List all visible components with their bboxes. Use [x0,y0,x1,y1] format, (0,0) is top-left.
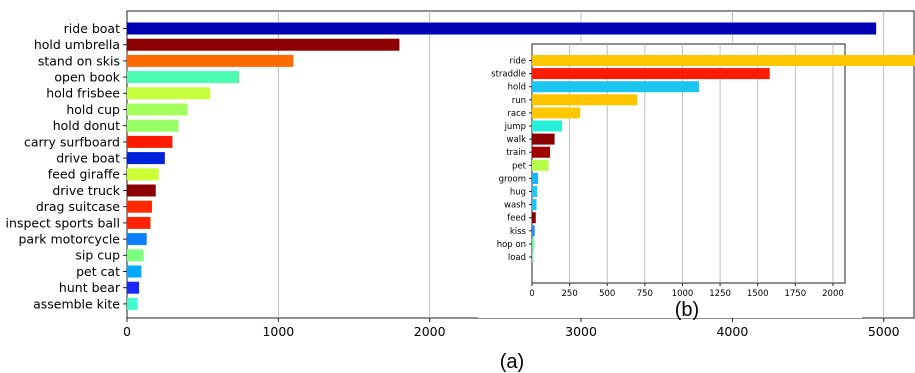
main-bar [127,200,152,213]
main-bar [127,168,159,181]
inset-bar [532,159,549,171]
main-category-label: hunt bear [59,280,121,295]
main-x-tick-label: 3000 [565,324,597,339]
inset-x-tick-label: 1750 [785,289,807,299]
inset-category-label: hop on [497,240,526,250]
main-category-label: hold frisbee [46,86,120,101]
main-x-tick-label: 1000 [262,324,294,339]
inset-x-axis: 0 250 500 750 1000 1250 1500 1750 2000 [529,283,844,299]
inset-bar [532,199,537,211]
main-bars [127,22,877,310]
main-bar [127,54,294,67]
inset-bar [532,146,551,158]
inset-bar [532,251,534,263]
main-bar [127,71,239,84]
main-category-label: inspect sports ball [6,215,120,230]
main-category-label: stand on skis [38,53,120,68]
main-category-label: sip cup [75,248,120,263]
main-bar [127,152,165,165]
main-caption: (a) [500,351,524,373]
main-x-tick-label: 2000 [414,324,446,339]
main-x-axis: 0 1000 2000 3000 4000 5000 [123,318,900,339]
inset-bar [532,238,535,250]
inset-bar [532,68,770,80]
inset-category-label: ride [510,56,526,66]
main-category-label: carry surfboard [24,134,120,149]
inset-x-tick-label: 750 [637,289,653,299]
inset-bar [532,120,563,132]
inset-bar [532,94,638,106]
main-category-label: open book [54,69,120,84]
inset-bar [532,212,536,224]
main-category-label: assemble kite [33,296,120,311]
inset-category-label: walk [507,135,527,145]
main-category-label: drive boat [56,150,120,165]
main-category-label: hold umbrella [34,37,120,52]
inset-x-tick-label: 1000 [672,289,694,299]
inset-category-label: jump [504,122,526,132]
inset-bar [532,186,538,197]
main-bar [127,184,156,197]
main-category-label: drag suitcase [36,199,120,214]
inset-bar [532,55,915,66]
main-category-label: ride boat [64,21,120,36]
inset-category-label: straddle [491,70,526,80]
main-bar [127,22,877,35]
inset-caption: (b) [675,299,699,321]
inset-category-label: kiss [510,227,527,237]
inset-category-labels: ride straddle hold run race jump walk train pet g… [491,56,532,263]
inset-bars [532,55,915,263]
inset-category-label: load [508,253,526,263]
main-x-tick-label: 0 [123,324,131,339]
inset-category-label: pet [512,161,527,171]
main-category-label: hold cup [66,102,120,117]
inset-category-label: run [512,96,526,106]
main-category-label: pet cat [76,264,120,279]
inset-category-label: wash [504,201,526,211]
inset-category-label: feed [507,214,526,224]
inset-bar [532,225,535,237]
main-bar [127,103,188,116]
main-category-label: park motorcycle [19,231,121,246]
main-bar [127,281,140,294]
inset-category-label: hold [508,83,526,93]
main-x-tick-label: 5000 [868,324,900,339]
inset-plot-frame [531,43,846,284]
inset-x-tick-label: 2000 [822,289,844,299]
inset-x-tick-label: 0 [529,289,534,299]
inset-x-tick-label: 1500 [747,289,769,299]
main-x-tick-label: 4000 [716,324,748,339]
main-bar [127,87,211,100]
main-category-label: feed giraffe [48,167,121,182]
main-bar [127,297,138,310]
inset-x-tick-label: 500 [599,289,615,299]
inset-chart: ride straddle hold run race jump walk train pet g… [478,42,915,321]
inset-category-label: hug [510,187,526,197]
main-bar [127,38,400,51]
main-bar [127,119,179,132]
main-bar [127,216,151,229]
inset-x-tick-label: 250 [562,289,578,299]
inset-bar [532,133,555,145]
inset-category-label: train [506,148,526,158]
inset-bar [532,172,539,184]
main-bar [127,265,142,278]
inset-category-label: race [507,109,526,119]
main-bar [127,249,144,262]
main-category-label: hold donut [53,118,120,133]
inset-bar [532,81,700,93]
main-bar [127,233,147,246]
inset-category-label: groom [499,174,526,184]
inset-bar [532,107,581,119]
main-bar [127,135,173,148]
inset-x-tick-label: 1250 [709,289,731,299]
main-category-label: drive truck [52,183,120,198]
